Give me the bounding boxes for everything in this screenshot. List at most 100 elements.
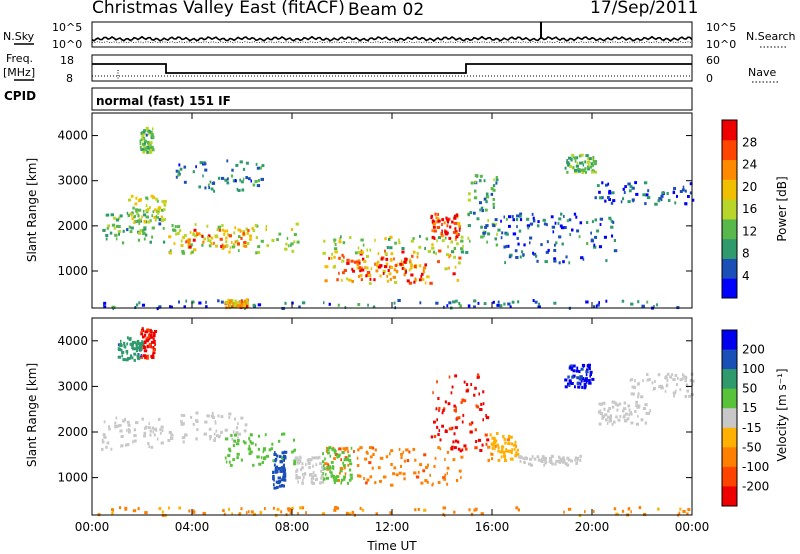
range-gate-cell [258, 462, 262, 466]
range-gate-cell [458, 469, 462, 473]
range-gate-cell [585, 380, 588, 384]
range-gate-cell [600, 196, 604, 200]
range-gate-cell [614, 401, 617, 405]
range-gate-cell [212, 416, 215, 419]
range-gate-cell [574, 456, 577, 460]
range-gate-cell [148, 445, 151, 449]
range-gate-cell [574, 458, 576, 462]
range-gate-cell [485, 414, 488, 418]
range-gate-cell [252, 183, 256, 187]
range-gate-cell [544, 260, 548, 264]
range-gate-cell [630, 378, 634, 382]
range-gate-cell [127, 423, 131, 427]
range-gate-cell [584, 384, 587, 388]
range-gate-cell [419, 463, 423, 467]
range-gate-cell [135, 421, 139, 425]
range-gate-cell [379, 456, 384, 460]
range-gate-cell [402, 472, 406, 476]
range-gate-cell [514, 440, 517, 444]
range-gate-cell [232, 444, 235, 448]
range-gate-cell [344, 472, 347, 476]
range-gate-cell [461, 448, 464, 452]
range-gate-cell [369, 455, 373, 459]
range-gate-cell [551, 462, 554, 466]
range-gate-cell [532, 251, 534, 255]
range-gate-cell [448, 266, 450, 270]
range-gate-cell [598, 190, 601, 194]
range-gate-cell [301, 481, 304, 485]
range-gate-cell [356, 464, 360, 467]
colorbar-tick-label: -200 [742, 479, 769, 493]
range-gate-cell [283, 478, 287, 482]
range-gate-cell [299, 455, 302, 459]
range-gate-cell [622, 409, 625, 413]
range-gate-cell [159, 431, 162, 435]
range-gate-cell [686, 389, 689, 393]
range-gate-cell [240, 507, 243, 511]
range-gate-cell [357, 303, 361, 306]
range-gate-cell [451, 426, 454, 430]
range-gate-cell [124, 507, 127, 511]
range-gate-cell [581, 171, 585, 175]
range-gate-cell [490, 452, 494, 456]
range-gate-cell [530, 463, 533, 467]
y-tick-label: 4000 [57, 129, 88, 143]
range-gate-cell [182, 235, 185, 239]
range-gate-cell [627, 404, 631, 408]
range-gate-cell [414, 508, 417, 512]
colorbar-tick-label: 20 [742, 180, 757, 194]
range-gate-cell [146, 344, 150, 348]
range-gate-cell [374, 448, 377, 452]
range-gate-cell [361, 268, 365, 272]
range-gate-cell [576, 366, 579, 370]
range-gate-cell [566, 463, 570, 467]
range-gate-cell [637, 414, 639, 418]
range-gate-cell [405, 448, 409, 452]
range-gate-cell [149, 335, 153, 339]
velocity-colorbar-label: Velocity [m s⁻¹] [775, 368, 789, 461]
range-gate-cell [194, 234, 198, 238]
range-gate-cell [589, 374, 591, 378]
range-gate-cell [241, 299, 244, 303]
range-gate-cell [630, 510, 632, 514]
range-gate-cell [437, 213, 439, 216]
range-gate-cell [198, 185, 202, 189]
range-gate-cell [326, 466, 330, 469]
range-gate-cell [452, 272, 456, 276]
range-gate-cell [402, 266, 405, 270]
range-gate-cell [433, 435, 437, 438]
range-gate-cell [103, 435, 107, 439]
range-gate-cell [484, 433, 488, 437]
range-gate-cell [138, 208, 142, 212]
range-gate-cell [592, 156, 595, 160]
range-gate-cell [537, 458, 541, 462]
range-gate-cell [151, 356, 155, 359]
range-gate-cell [552, 230, 555, 234]
range-gate-cell [543, 222, 547, 226]
range-gate-cell [463, 399, 467, 403]
range-gate-cell [343, 255, 345, 259]
range-gate-cell [615, 512, 619, 516]
range-gate-cell [441, 424, 444, 428]
range-gate-cell [584, 377, 588, 381]
range-gate-cell [409, 260, 412, 264]
range-gate-cell [148, 130, 151, 134]
range-gate-cell [502, 435, 505, 439]
range-gate-cell [337, 303, 340, 307]
range-gate-cell [356, 456, 359, 460]
range-gate-cell [257, 179, 260, 182]
range-gate-cell [469, 430, 473, 434]
range-gate-cell [596, 229, 600, 233]
range-gate-cell [153, 334, 156, 338]
range-gate-cell [424, 247, 426, 250]
range-gate-cell [553, 249, 557, 252]
range-gate-cell [481, 209, 484, 213]
range-gate-cell [365, 274, 367, 278]
range-gate-cell [446, 471, 448, 475]
range-gate-cell [266, 244, 270, 248]
range-gate-cell [147, 329, 151, 333]
range-gate-cell [479, 408, 483, 411]
range-gate-cell [477, 301, 480, 305]
range-gate-cell [240, 416, 244, 420]
range-gate-cell [337, 453, 341, 457]
